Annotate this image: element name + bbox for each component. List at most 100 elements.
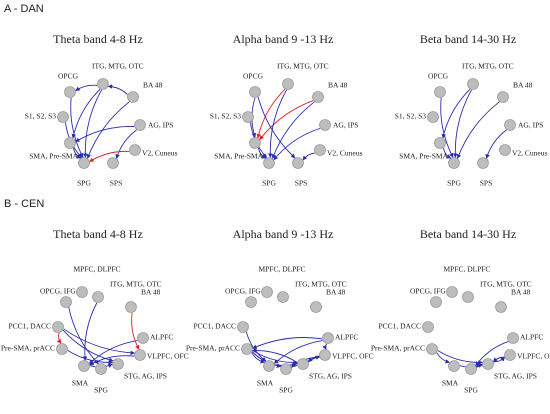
node-label: SMA, Pre-SMA (214, 152, 263, 161)
node (312, 91, 324, 103)
node-label: Pre-SMA, prACC (186, 344, 240, 353)
node-label: VLPFC, OFC (332, 352, 374, 361)
node (134, 349, 146, 361)
node-label: Pre-SMA, prACC (371, 344, 425, 353)
edge-arrow (485, 129, 507, 159)
edge-arrow (441, 88, 471, 139)
node (280, 363, 292, 375)
node-label: SPS (110, 179, 123, 188)
node (446, 286, 458, 298)
panel-title: Alpha band 9 -13 Hz (233, 227, 334, 241)
node-label: SPS (295, 179, 308, 188)
edge-arrow (252, 348, 298, 363)
node (245, 296, 257, 308)
edge-arrow (82, 302, 98, 361)
section-label: A - DAN (4, 3, 44, 15)
node-label: ITG, MTG, OTC (462, 62, 514, 71)
node-label: SMA, Pre-SMA (399, 152, 448, 161)
edge-arrow (493, 356, 505, 363)
edge-arrow (273, 127, 321, 161)
node-label: SMA (72, 379, 89, 388)
node (319, 119, 331, 131)
node-label: BA 48 (513, 81, 533, 90)
edge-arrow (89, 355, 135, 366)
edge-arrow (71, 88, 101, 139)
edge-arrow (436, 352, 450, 364)
node (129, 144, 141, 156)
node-label: SPG (94, 386, 108, 395)
edge-arrow (68, 307, 99, 365)
node (78, 360, 90, 372)
node-label: SPS (480, 179, 493, 188)
edge-arrow (257, 147, 267, 159)
node (64, 137, 76, 149)
node (137, 332, 149, 344)
node (427, 111, 439, 123)
node (482, 358, 494, 370)
node-label: MPFC, DLPFC (73, 265, 120, 274)
node-label: ITG, MTG, OTC (295, 280, 347, 289)
edge-arrow (62, 329, 114, 363)
node-label: Pre-SMA, prACC (1, 344, 55, 353)
node (467, 78, 479, 90)
node (507, 332, 519, 344)
node (64, 86, 76, 98)
node (107, 157, 119, 169)
network-panel: Beta band 14-30 Hz OPCG ITG, MTG, OTC BA 48… (395, 32, 548, 188)
edge-arrow (72, 147, 82, 159)
edge-arrow (302, 152, 315, 161)
node (249, 86, 261, 98)
node (134, 119, 146, 131)
node-label: SPG (77, 179, 91, 188)
node-label: BA 48 (511, 288, 531, 297)
node (277, 291, 289, 303)
network-panel: Theta band 4-8 Hz MPFC, DLPFC OPCG, IFG ITG… (1, 227, 189, 395)
node (237, 321, 249, 333)
node-label: ALPFC (335, 333, 358, 342)
node-label: BA 48 (326, 288, 346, 297)
node (434, 86, 446, 98)
node-label: SPG (464, 386, 478, 395)
edge-arrow (70, 97, 84, 158)
node-label: MPFC, DLPFC (443, 265, 490, 274)
edge-arrow (251, 352, 265, 364)
node (497, 91, 509, 103)
edge-arrow (89, 150, 130, 162)
node-label: OPCG (243, 72, 264, 81)
edge-arrow (63, 328, 136, 356)
node-label: AG, IPS (518, 121, 543, 130)
edge-arrow (257, 97, 296, 159)
edge-arrow (252, 337, 323, 349)
node (263, 157, 275, 169)
node (292, 157, 304, 169)
node-label: OPCG, IFG (225, 287, 261, 296)
edge-arrow (75, 84, 98, 92)
edge-arrow (453, 89, 472, 158)
node-label: AG, IPS (148, 121, 173, 130)
node (127, 91, 139, 103)
node-label: V2, Cuneus (327, 149, 362, 158)
node-label: PCC1, DACC (193, 322, 236, 331)
node (78, 157, 90, 169)
edge-arrow (107, 84, 128, 95)
node-label: OPCG, IFG (40, 287, 76, 296)
node (92, 291, 104, 303)
node-label: SPG (279, 386, 293, 395)
node (448, 360, 460, 372)
node-label: ITG, MTG, OTC (92, 62, 144, 71)
node-label: PCC1, DACC (378, 322, 421, 331)
node (241, 343, 253, 355)
edge-arrow (67, 350, 113, 365)
node (60, 296, 72, 308)
node-label: BA 48 (143, 81, 163, 90)
node (477, 157, 489, 169)
edge-arrow (456, 101, 500, 159)
node-label: S1, S2, S3 (25, 112, 57, 121)
edge-arrow (322, 343, 328, 350)
node-label: ALPFC (150, 333, 173, 342)
node-label: BA 48 (141, 288, 161, 297)
node-label: OPCG (428, 72, 449, 81)
node-label: VLPFC, OFC (517, 352, 550, 361)
node (422, 321, 434, 333)
